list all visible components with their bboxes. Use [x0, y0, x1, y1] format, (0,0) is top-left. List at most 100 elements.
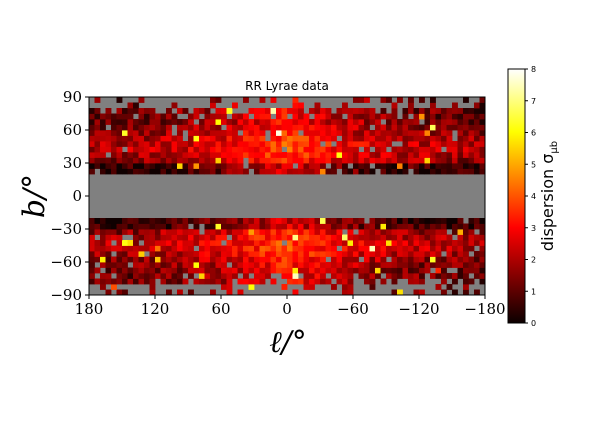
- heatmap-cell: [171, 163, 178, 169]
- heatmap-cell: [430, 240, 436, 246]
- heatmap-cell: [402, 168, 409, 175]
- heatmap-cell: [210, 273, 216, 279]
- heatmap-cell: [292, 168, 299, 175]
- heatmap-cell: [265, 124, 271, 131]
- heatmap-cell: [171, 141, 178, 147]
- heatmap-cell: [133, 168, 139, 175]
- heatmap-cell: [89, 256, 95, 263]
- heatmap-cell: [463, 223, 469, 230]
- heatmap-cell: [105, 135, 112, 142]
- heatmap-cell: [133, 102, 139, 109]
- heatmap-cell: [314, 152, 321, 158]
- heatmap-cell: [336, 240, 343, 246]
- heatmap-cell: [419, 141, 425, 147]
- heatmap-cell: [441, 278, 447, 285]
- heatmap-cell: [276, 163, 282, 169]
- heatmap-cell: [111, 223, 117, 230]
- heatmap-cell: [386, 130, 392, 136]
- heatmap-cell: [127, 157, 134, 164]
- heatmap-cell: [259, 229, 266, 235]
- heatmap-cell: [144, 113, 150, 120]
- heatmap-cell: [369, 168, 376, 175]
- heatmap-cell: [232, 251, 238, 257]
- heatmap-cell: [419, 256, 425, 263]
- heatmap-cell: [281, 245, 288, 252]
- heatmap-cell: [303, 152, 310, 158]
- heatmap-cell: [463, 267, 469, 274]
- heatmap-cell: [199, 108, 205, 114]
- heatmap-cell: [347, 124, 354, 131]
- heatmap-cell: [474, 119, 480, 125]
- heatmap-cell: [309, 229, 315, 235]
- heatmap-cell: [221, 262, 227, 268]
- heatmap-cell: [105, 273, 112, 279]
- heatmap-cell: [441, 234, 447, 241]
- heatmap-cell: [215, 240, 222, 246]
- heatmap-cell: [89, 218, 95, 224]
- heatmap-cell: [408, 229, 414, 235]
- heatmap-cell: [298, 245, 304, 252]
- heatmap-cell: [474, 124, 480, 131]
- heatmap-cell: [105, 278, 112, 285]
- heatmap-cell: [424, 218, 431, 224]
- heatmap-cell: [138, 163, 145, 169]
- heatmap-cell: [446, 273, 453, 279]
- heatmap-cell: [435, 284, 442, 290]
- heatmap-cell: [292, 273, 299, 279]
- heatmap-cell: [204, 113, 211, 120]
- heatmap-cell: [430, 108, 436, 114]
- heatmap-cell: [430, 223, 436, 230]
- heatmap-cell: [347, 130, 354, 136]
- heatmap-cell: [138, 256, 145, 263]
- heatmap-cell: [199, 245, 205, 252]
- heatmap-cell: [375, 256, 381, 263]
- heatmap-cell: [265, 218, 271, 224]
- heatmap-cell: [270, 218, 277, 224]
- heatmap-cell: [463, 168, 469, 175]
- heatmap-cell: [281, 130, 288, 136]
- heatmap-cell: [435, 152, 442, 158]
- heatmap-cell: [358, 168, 365, 175]
- heatmap-cell: [188, 251, 194, 257]
- heatmap-cell: [127, 163, 134, 169]
- heatmap-cell: [89, 234, 95, 241]
- heatmap-cell: [248, 130, 255, 136]
- heatmap-cell: [166, 218, 172, 224]
- heatmap-cell: [402, 135, 409, 142]
- heatmap-cell: [309, 141, 315, 147]
- heatmap-cell: [397, 97, 403, 103]
- heatmap-cell: [474, 240, 480, 246]
- heatmap-cell: [441, 130, 447, 136]
- heatmap-cell: [265, 256, 271, 263]
- heatmap-cell: [127, 218, 134, 224]
- heatmap-cell: [441, 119, 447, 125]
- heatmap-cell: [325, 108, 332, 114]
- heatmap-cell: [402, 157, 409, 164]
- heatmap-cell: [441, 141, 447, 147]
- heatmap-cell: [254, 168, 260, 175]
- colorbar-tick-label: 8: [531, 65, 536, 74]
- heatmap-cell: [259, 152, 266, 158]
- heatmap-cell: [94, 152, 101, 158]
- heatmap-cell: [237, 240, 244, 246]
- heatmap-cell: [380, 218, 387, 224]
- heatmap-cell: [133, 141, 139, 147]
- heatmap-cell: [160, 267, 167, 274]
- heatmap-cell: [358, 124, 365, 131]
- heatmap-cell: [369, 157, 376, 164]
- heatmap-cell: [254, 262, 260, 268]
- heatmap-cell: [166, 130, 172, 136]
- heatmap-cell: [281, 262, 288, 268]
- heatmap-cell: [474, 273, 480, 279]
- heatmap-cell: [254, 273, 260, 279]
- colorbar-label: dispersion σμb: [538, 141, 560, 251]
- heatmap-cell: [287, 234, 293, 241]
- heatmap-cell: [408, 234, 414, 241]
- heatmap-cell: [144, 234, 150, 241]
- heatmap-cell: [270, 267, 277, 274]
- heatmap-cell: [237, 256, 244, 263]
- heatmap-cell: [474, 146, 480, 153]
- heatmap-cell: [248, 262, 255, 268]
- heatmap-cell: [259, 130, 266, 136]
